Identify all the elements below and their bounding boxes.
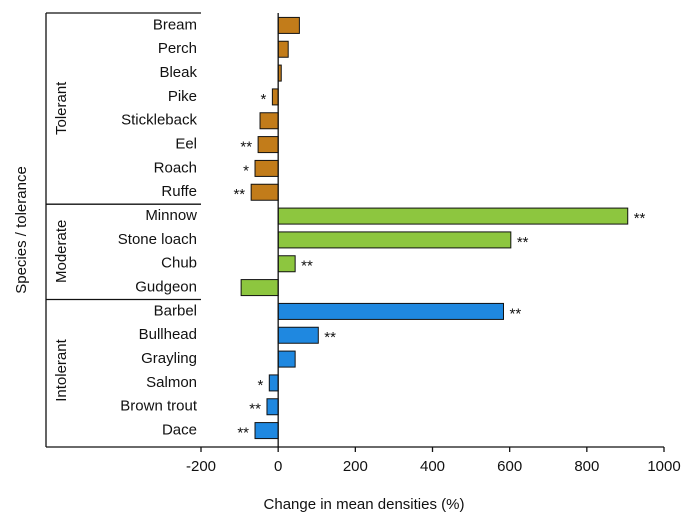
significance-label: **: [237, 425, 249, 442]
significance-label: **: [233, 186, 245, 203]
group-label: Tolerant: [53, 81, 70, 135]
category-label: Pike: [168, 88, 197, 105]
bar: [257, 136, 279, 154]
bar: [259, 112, 279, 130]
category-label: Eel: [175, 136, 197, 153]
bar: [277, 302, 504, 320]
category-label: Minnow: [145, 207, 197, 224]
x-tick-label: 800: [574, 458, 599, 475]
significance-label: **: [301, 258, 313, 275]
bar: [268, 374, 279, 392]
category-label: Perch: [158, 40, 197, 57]
significance-label: *: [243, 162, 249, 179]
bar: [271, 88, 279, 106]
y-axis-title: Species / tolerance: [13, 166, 30, 294]
category-label: Stickleback: [121, 112, 197, 129]
category-label: Bream: [153, 16, 197, 33]
category-label: Dace: [162, 422, 197, 439]
category-label: Bullhead: [139, 326, 197, 343]
significance-label: **: [240, 139, 252, 156]
x-tick-label: 400: [420, 458, 445, 475]
bar: [277, 207, 629, 225]
category-label: Grayling: [141, 350, 197, 367]
significance-label: **: [249, 401, 261, 418]
category-label: Salmon: [146, 374, 197, 391]
x-axis-title: Change in mean densities (%): [264, 496, 465, 513]
bar: [277, 350, 296, 368]
x-tick-label: 600: [497, 458, 522, 475]
significance-label: **: [324, 329, 336, 346]
bar: [277, 40, 289, 58]
category-label: Stone loach: [118, 231, 197, 248]
significance-label: *: [261, 91, 267, 108]
bar: [240, 279, 279, 297]
category-label: Barbel: [154, 302, 197, 319]
x-tick-label: 0: [274, 458, 282, 475]
category-label: Ruffe: [161, 183, 197, 200]
bar: [250, 183, 279, 201]
bar: [277, 231, 512, 249]
bar: [277, 255, 296, 273]
significance-label: *: [257, 377, 263, 394]
bar: [277, 326, 319, 344]
category-label: Brown trout: [120, 398, 198, 415]
bar: [254, 159, 279, 177]
x-tick-label: 200: [343, 458, 368, 475]
group-label: Intolerant: [53, 338, 70, 401]
group-label: Moderate: [53, 220, 70, 283]
bar: [254, 422, 279, 440]
category-label: Chub: [161, 255, 197, 272]
category-label: Bleak: [159, 64, 197, 81]
category-label: Roach: [154, 159, 197, 176]
significance-label: **: [509, 305, 521, 322]
significance-label: **: [634, 210, 646, 227]
bar: [277, 16, 300, 34]
significance-label: **: [517, 234, 529, 251]
category-label: Gudgeon: [135, 279, 197, 296]
x-tick-label: 1000: [647, 458, 680, 475]
bar: [266, 398, 279, 416]
x-tick-label: -200: [186, 458, 216, 475]
